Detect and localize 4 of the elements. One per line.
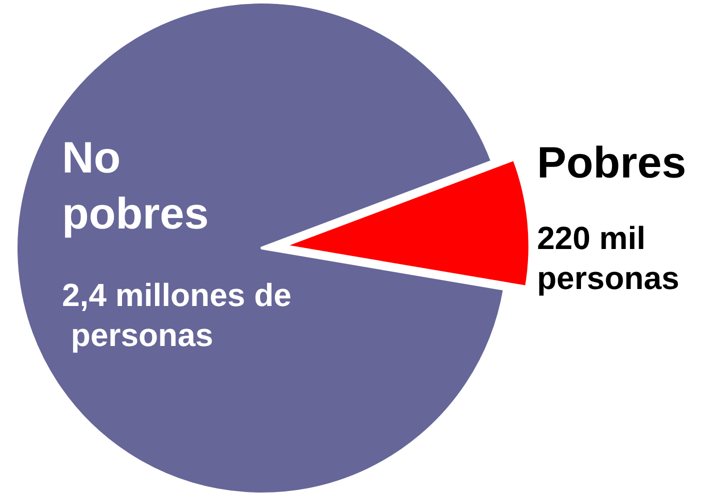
slice-label: No pobres [62, 134, 209, 238]
text: 220 mil personas [537, 220, 680, 296]
text: 2,4 millones de personas [62, 277, 292, 353]
slice-label: Pobres [537, 138, 686, 188]
